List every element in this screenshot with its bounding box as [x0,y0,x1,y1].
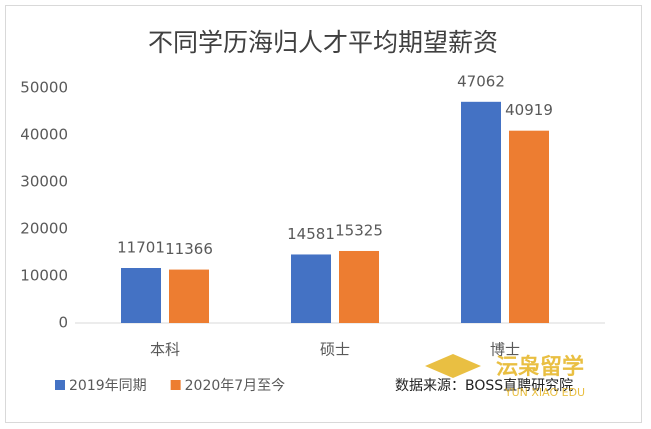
value-label: 14581 [287,225,335,243]
bar [509,130,549,323]
source-note: 数据来源：BOSS直聘研究院 [395,377,573,394]
y-tick-label: 50000 [20,79,68,97]
y-tick-label: 10000 [20,267,68,285]
y-tick-label: 30000 [20,173,68,191]
y-tick-label: 0 [58,314,68,332]
chart-title: 不同学历海归人才平均期望薪资 [148,28,498,57]
legend-label: 2019年同期 [69,378,147,394]
value-label: 11701 [117,239,165,257]
value-label: 11366 [165,240,213,258]
x-tick-label: 博士 [490,341,520,359]
bar [339,250,379,323]
value-label: 15325 [335,221,383,239]
bar [121,268,161,323]
x-tick-label: 硕士 [320,341,350,359]
legend-label: 2020年7月至今 [185,378,286,394]
watermark-icon [425,354,481,378]
legend-swatch [170,380,181,390]
y-tick-label: 20000 [20,220,68,238]
watermark-subtitle: YUN XIAO EDU [504,386,585,399]
y-tick-label: 40000 [20,126,68,144]
legend-swatch [55,380,65,390]
bar [291,254,331,323]
bar [461,101,501,324]
x-tick-label: 本科 [150,341,180,359]
watermark: 沄枭留学 YUN XIAO EDU [425,354,585,399]
value-label: 40919 [505,101,553,119]
bar [169,269,209,323]
watermark-name: 沄枭留学 [496,354,584,380]
value-label: 47062 [457,72,505,90]
